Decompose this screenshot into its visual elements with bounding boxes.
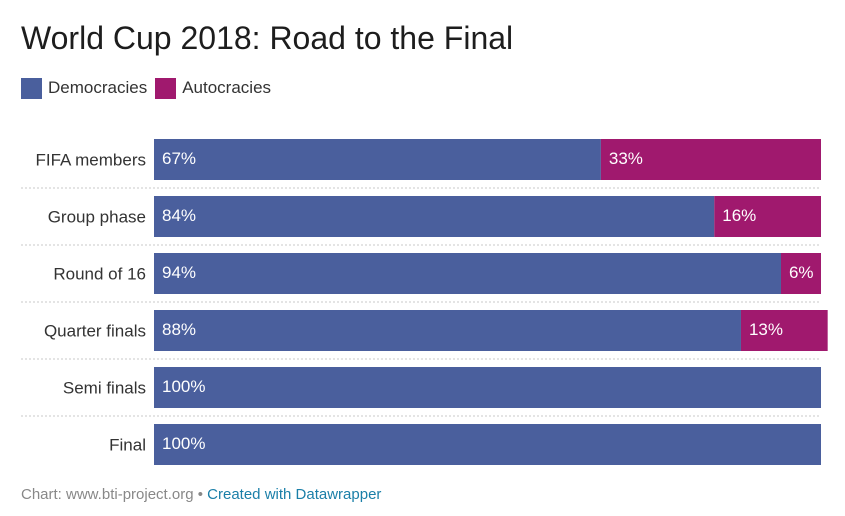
chart-title: World Cup 2018: Road to the Final xyxy=(21,20,514,56)
category-label-fifa-members: FIFA members xyxy=(35,151,146,170)
category-label-group-phase: Group phase xyxy=(48,208,146,227)
legend-swatch-autocracies xyxy=(155,77,177,99)
data-label-democracies-quarter-finals: 88% xyxy=(162,320,196,339)
category-label-final: Final xyxy=(109,436,146,455)
bar-autocracies-group-phase xyxy=(714,196,821,237)
bar-autocracies-fifa-members xyxy=(600,139,821,180)
category-label-round-of-16: Round of 16 xyxy=(53,265,146,284)
data-label-democracies-semi-finals: 100% xyxy=(162,377,205,396)
bar-democracies-group-phase xyxy=(154,196,715,237)
bar-democracies-round-of-16 xyxy=(154,253,781,294)
data-label-autocracies-round-of-16: 6% xyxy=(789,263,814,282)
legend-swatch-democracies xyxy=(21,77,42,99)
legend-label-autocracies: Autocracies xyxy=(182,78,272,97)
bar-democracies-final xyxy=(154,424,821,465)
bar-democracies-fifa-members xyxy=(154,139,601,180)
data-label-democracies-final: 100% xyxy=(162,434,205,453)
data-label-autocracies-group-phase: 16% xyxy=(722,206,756,225)
footer-separator: • xyxy=(193,486,208,503)
legend-item-autocracies: Autocracies xyxy=(155,77,272,99)
chart-footer: Chart: www.bti-project.org • Created wit… xyxy=(21,486,381,503)
legend-label-democracies: Democracies xyxy=(48,78,148,97)
chart-legend: Democracies Autocracies xyxy=(21,77,279,99)
datawrapper-link[interactable]: Created with Datawrapper xyxy=(207,486,382,503)
bar-autocracies-quarter-finals xyxy=(740,310,828,351)
data-label-democracies-round-of-16: 94% xyxy=(162,263,196,282)
bar-democracies-semi-finals xyxy=(154,367,821,408)
data-label-democracies-fifa-members: 67% xyxy=(162,149,196,168)
bar-autocracies-round-of-16 xyxy=(780,253,821,294)
category-label-quarter-finals: Quarter finals xyxy=(44,322,146,341)
data-label-autocracies-fifa-members: 33% xyxy=(609,149,643,168)
bar-democracies-quarter-finals xyxy=(154,310,741,351)
footer-source: Chart: www.bti-project.org xyxy=(21,486,194,503)
data-label-autocracies-quarter-finals: 13% xyxy=(749,320,783,339)
legend-item-democracies: Democracies xyxy=(21,77,148,99)
data-label-democracies-group-phase: 84% xyxy=(162,206,196,225)
category-label-semi-finals: Semi finals xyxy=(63,379,146,398)
